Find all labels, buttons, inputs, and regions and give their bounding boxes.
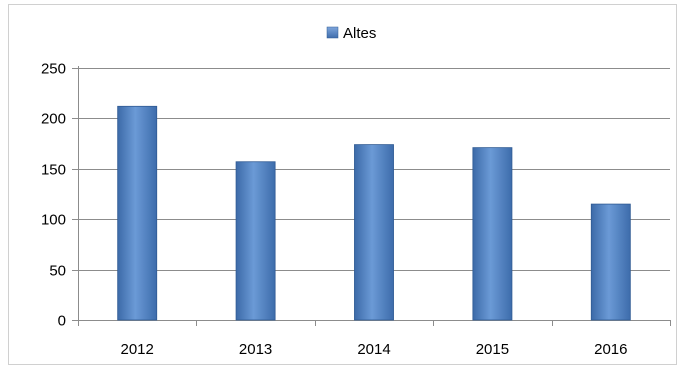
y-tick-label: 250 [41,61,66,78]
x-tick-label: 2012 [121,341,154,358]
y-tick-label: 50 [49,263,66,280]
bar-2012 [117,105,158,321]
y-tick-label: 150 [41,162,66,179]
chart-border [8,4,677,365]
y-tick-label: 100 [41,212,66,229]
legend-label-altes: Altes [343,25,376,42]
y-tick-label: 0 [58,313,66,330]
x-tick-label: 2016 [594,341,627,358]
bar-2016 [590,203,631,321]
x-tick-label: 2014 [357,341,390,358]
bar-2013 [235,161,276,321]
x-tick-label: 2013 [239,341,272,358]
x-tick-label: 2015 [476,341,509,358]
bar-2014 [354,144,394,321]
bar-2015 [472,147,513,321]
y-tick-label: 200 [41,111,66,128]
legend-swatch-altes [326,26,339,39]
axes [72,66,671,326]
tick-labels: 0 50 100 150 200 250 2012 2013 2014 2015 2016 [41,61,628,359]
legend: Altes [326,25,376,42]
bar-series [117,105,631,321]
